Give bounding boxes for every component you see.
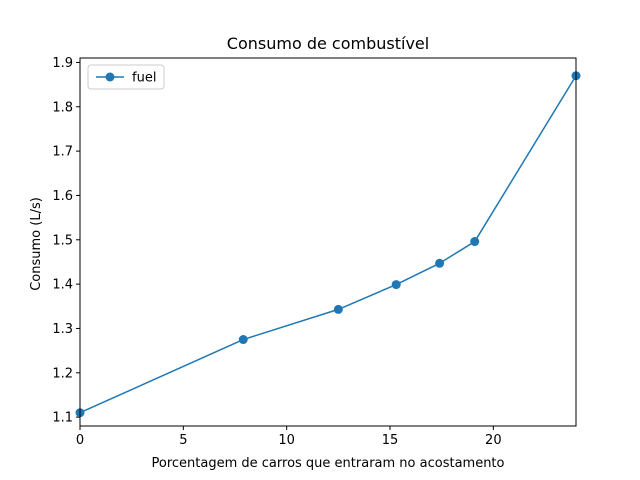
x-tick-label: 5 xyxy=(179,433,187,448)
x-tick-label: 10 xyxy=(278,433,295,448)
y-tick-label: 1.3 xyxy=(52,322,73,337)
y-tick-label: 1.7 xyxy=(52,145,73,160)
y-tick-label: 1.1 xyxy=(52,411,73,426)
y-axis-label: Consumo (L/s) xyxy=(29,197,44,291)
y-tick-label: 1.5 xyxy=(52,233,73,248)
data-point xyxy=(470,237,480,247)
x-tick-label: 15 xyxy=(382,433,399,448)
legend-label: fuel xyxy=(132,71,156,86)
data-point xyxy=(333,304,343,314)
y-axis: 1.1 1.2 1.3 1.4 1.5 1.6 1.7 1.8 1.9 xyxy=(52,56,80,426)
plot-frame xyxy=(79,57,577,427)
y-tick-label: 1.2 xyxy=(52,366,73,381)
legend-marker xyxy=(105,72,115,82)
x-tick-label: 0 xyxy=(76,433,84,448)
data-point xyxy=(238,335,248,345)
y-tick-label: 1.9 xyxy=(52,56,73,71)
data-point xyxy=(435,258,445,268)
y-tick-label: 1.8 xyxy=(52,100,73,115)
chart-title: Consumo de combustível xyxy=(227,34,429,53)
x-axis: 0 5 10 15 20 xyxy=(76,426,502,448)
y-tick-label: 1.4 xyxy=(52,278,73,293)
y-tick-label: 1.6 xyxy=(52,189,73,204)
x-axis-label: Porcentagem de carros que entraram no ac… xyxy=(152,456,505,471)
x-tick-label: 20 xyxy=(485,433,502,448)
legend: fuel xyxy=(87,64,165,90)
data-point xyxy=(391,280,401,290)
legend-box xyxy=(87,64,165,90)
